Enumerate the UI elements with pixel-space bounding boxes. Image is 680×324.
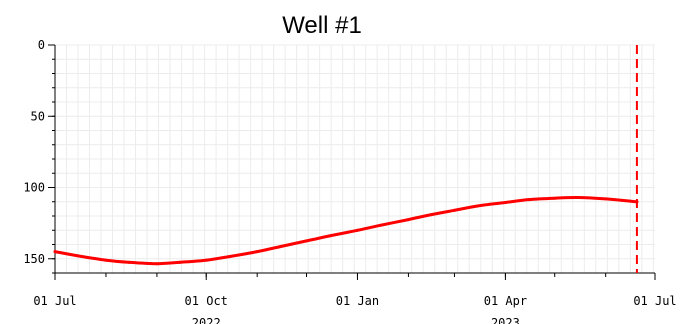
x-tick-label: 01 Apr [484,294,527,308]
x-tick-sublabel: 2022 [192,316,221,324]
data-point [278,245,282,249]
data-point [526,198,530,202]
data-point [503,200,507,204]
y-tick-label: 100 [23,181,45,195]
data-point [127,260,131,264]
data-point [604,197,608,201]
data-point [53,250,57,254]
x-tick-label: 01 Jul [33,294,76,308]
data-point [227,255,231,259]
data-point [553,196,557,200]
data-point [378,223,382,227]
data-point [452,208,456,212]
x-tick-label: 01 Oct [185,294,228,308]
data-point [178,260,182,264]
chart-title: Well #1 [282,12,362,39]
x-tick-label: 01 Jan [336,294,379,308]
x-tick-sublabel: 2023 [491,316,520,324]
data-point [255,250,259,254]
series-line-0 [53,195,639,266]
data-point [355,228,359,232]
data-point [104,258,108,262]
grid [54,44,655,274]
data-point [204,258,208,262]
x-tick-label: 01 Jul [633,294,676,308]
data-point [475,204,479,208]
data-point [576,195,580,199]
data-point [429,213,433,217]
data-point [406,218,410,222]
data-point [76,254,80,258]
series [53,195,639,266]
data-point [305,239,309,243]
y-tick-label: 50 [31,109,45,123]
y-tick-label: 0 [38,38,45,52]
data-point [155,262,159,266]
data-point [328,234,332,238]
y-tick-label: 150 [23,252,45,266]
y-axis-ticks: 0 50 100 150 [23,38,55,274]
x-axis-ticks: 01 Jul 01 Oct 2022 01 Jan 01 Apr 2023 01 Jul [33,273,677,324]
